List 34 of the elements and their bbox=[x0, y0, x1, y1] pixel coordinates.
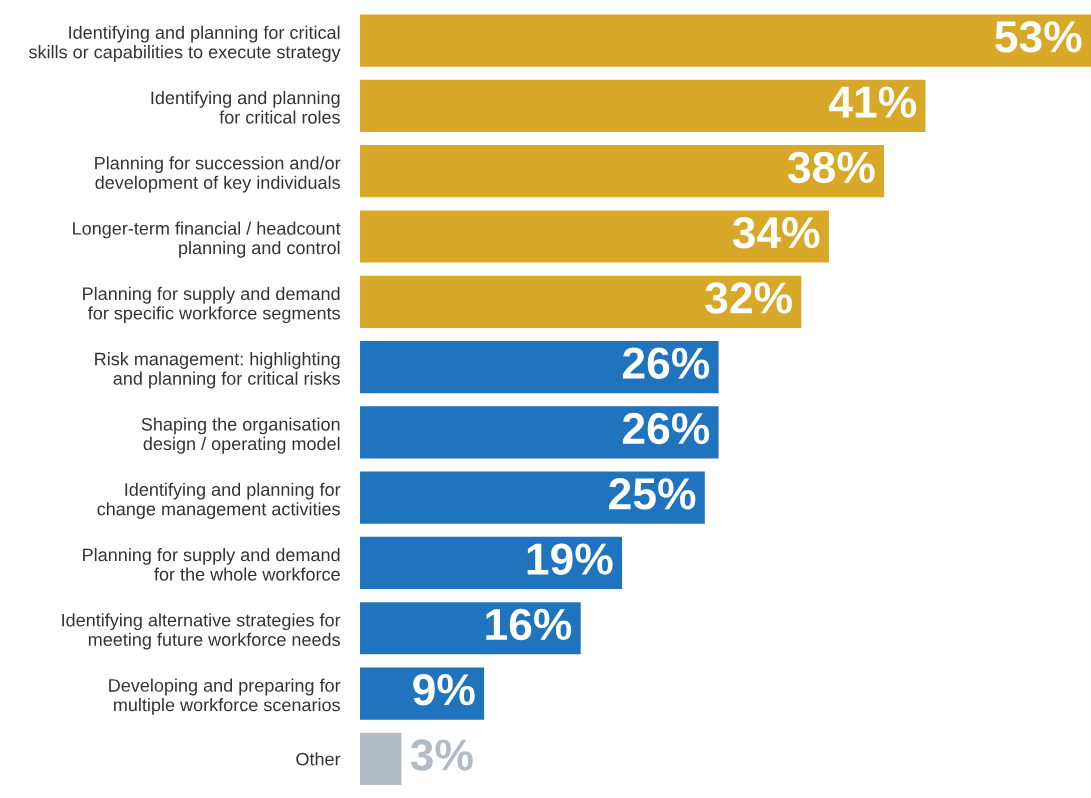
bar bbox=[360, 275, 802, 328]
data-label: 3% bbox=[410, 739, 473, 771]
y-tick-label: Planning for supply and demand for the whole workforce bbox=[83, 547, 340, 581]
y-tick-label: Identifying alternative strategies for meeting future workforce needs bbox=[62, 613, 341, 650]
y-tick-label: Planning for succession and/or development of key individuals bbox=[95, 156, 341, 193]
bar bbox=[360, 340, 719, 394]
y-tick-label: Other bbox=[296, 752, 341, 766]
data-label: 19% bbox=[527, 543, 613, 575]
bar bbox=[360, 536, 623, 590]
data-label: 34% bbox=[732, 216, 820, 249]
data-label: 16% bbox=[486, 608, 572, 641]
bar bbox=[360, 210, 829, 263]
bar bbox=[360, 145, 885, 198]
data-label: 25% bbox=[609, 478, 696, 510]
data-label: 26% bbox=[622, 412, 710, 445]
data-label: 26% bbox=[622, 347, 710, 380]
y-tick-label: Shaping the organisation design / operating model bbox=[141, 417, 340, 454]
y-tick-label: Identifying and planning for critical roles bbox=[151, 90, 340, 124]
y-tick-label: Longer-term financial / headcount planning and control bbox=[73, 221, 341, 258]
data-label: 53% bbox=[995, 21, 1082, 53]
bar bbox=[360, 79, 926, 133]
bar bbox=[360, 471, 705, 524]
bar bbox=[360, 732, 402, 785]
bar bbox=[360, 406, 719, 459]
y-tick-label: Developing and preparing for multiple workforce scenarios bbox=[109, 678, 341, 715]
data-label: 32% bbox=[705, 282, 792, 314]
y-tick-label: Identifying and planning for change management activities bbox=[97, 482, 341, 519]
data-label: 38% bbox=[787, 151, 875, 184]
y-tick-label: Planning for supply and demand for specific workforce segments bbox=[83, 286, 340, 324]
y-tick-label: Risk management: highlighting and planning for critical risks bbox=[95, 352, 340, 389]
data-label: 9% bbox=[413, 673, 475, 706]
data-label: 41% bbox=[828, 86, 917, 118]
bar bbox=[360, 14, 1091, 67]
y-tick-label: Identifying and planning for critical skills or capabilities to execute strategy bbox=[29, 25, 341, 62]
